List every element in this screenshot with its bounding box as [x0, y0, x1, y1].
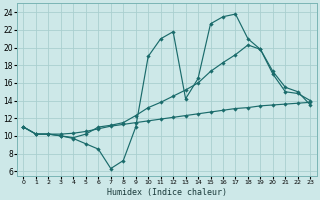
X-axis label: Humidex (Indice chaleur): Humidex (Indice chaleur) — [107, 188, 227, 197]
